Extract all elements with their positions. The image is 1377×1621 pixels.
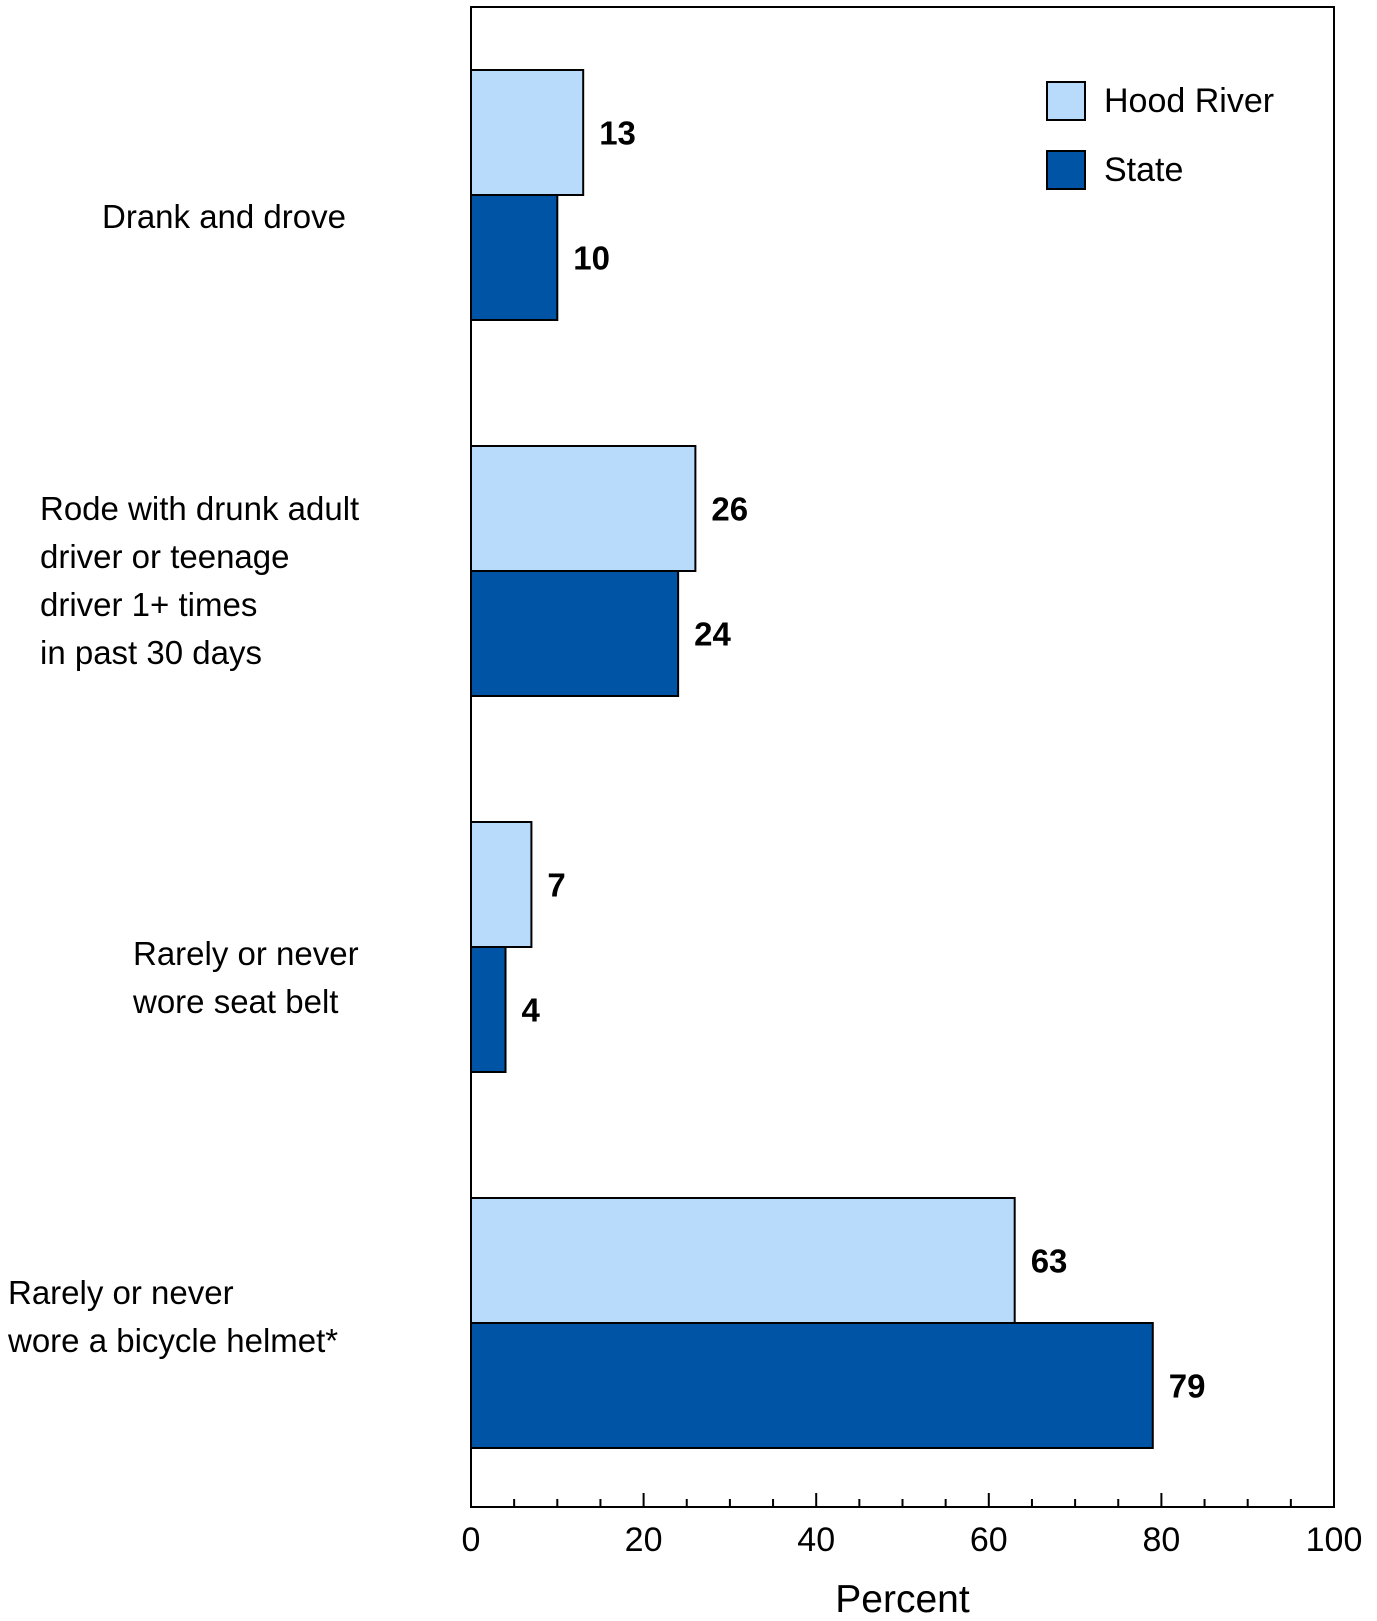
bar-hood-river-0	[470, 69, 585, 196]
legend-label-state: State	[1104, 150, 1184, 189]
bar-state-3	[470, 1322, 1154, 1449]
value-label-hood-river-1: 26	[711, 491, 748, 528]
value-label-hood-river-0: 13	[599, 115, 636, 152]
legend-swatch-hood-river	[1046, 81, 1086, 121]
x-tick-label-60: 60	[970, 1521, 1008, 1559]
x-tick-label-0: 0	[462, 1521, 481, 1559]
value-label-hood-river-2: 7	[547, 867, 565, 904]
x-axis-title: Percent	[835, 1578, 970, 1621]
x-tick-label-100: 100	[1306, 1521, 1363, 1559]
value-label-state-2: 4	[522, 992, 541, 1029]
value-label-state-0: 10	[573, 240, 610, 277]
x-tick-label-80: 80	[1142, 1521, 1180, 1559]
value-label-state-1: 24	[694, 616, 731, 653]
category-label-seat-belt: Rarely or never wore seat belt	[133, 935, 359, 1020]
x-tick-label-20: 20	[625, 1521, 663, 1559]
category-label-bicycle-helmet: Rarely or never wore a bicycle helmet*	[8, 1274, 339, 1359]
bar-hood-river-2	[470, 821, 533, 948]
bar-hood-river-1	[470, 445, 697, 572]
legend-item-hood-river: Hood River	[1046, 81, 1274, 121]
bar-hood-river-3	[470, 1197, 1016, 1324]
bar-state-1	[470, 570, 680, 697]
value-label-state-3: 79	[1169, 1368, 1206, 1405]
bar-state-0	[470, 194, 559, 321]
legend-swatch-state	[1046, 150, 1086, 190]
legend-item-state: State	[1046, 150, 1183, 190]
x-tick-label-40: 40	[797, 1521, 835, 1559]
category-label-rode-with-drunk-driver: Rode with drunk adult driver or teenage …	[40, 490, 360, 671]
legend-label-hood-river: Hood River	[1104, 81, 1275, 120]
bar-state-2	[470, 946, 507, 1073]
category-label-drank-and-drove: Drank and drove	[102, 198, 346, 235]
value-label-hood-river-3: 63	[1031, 1243, 1068, 1280]
